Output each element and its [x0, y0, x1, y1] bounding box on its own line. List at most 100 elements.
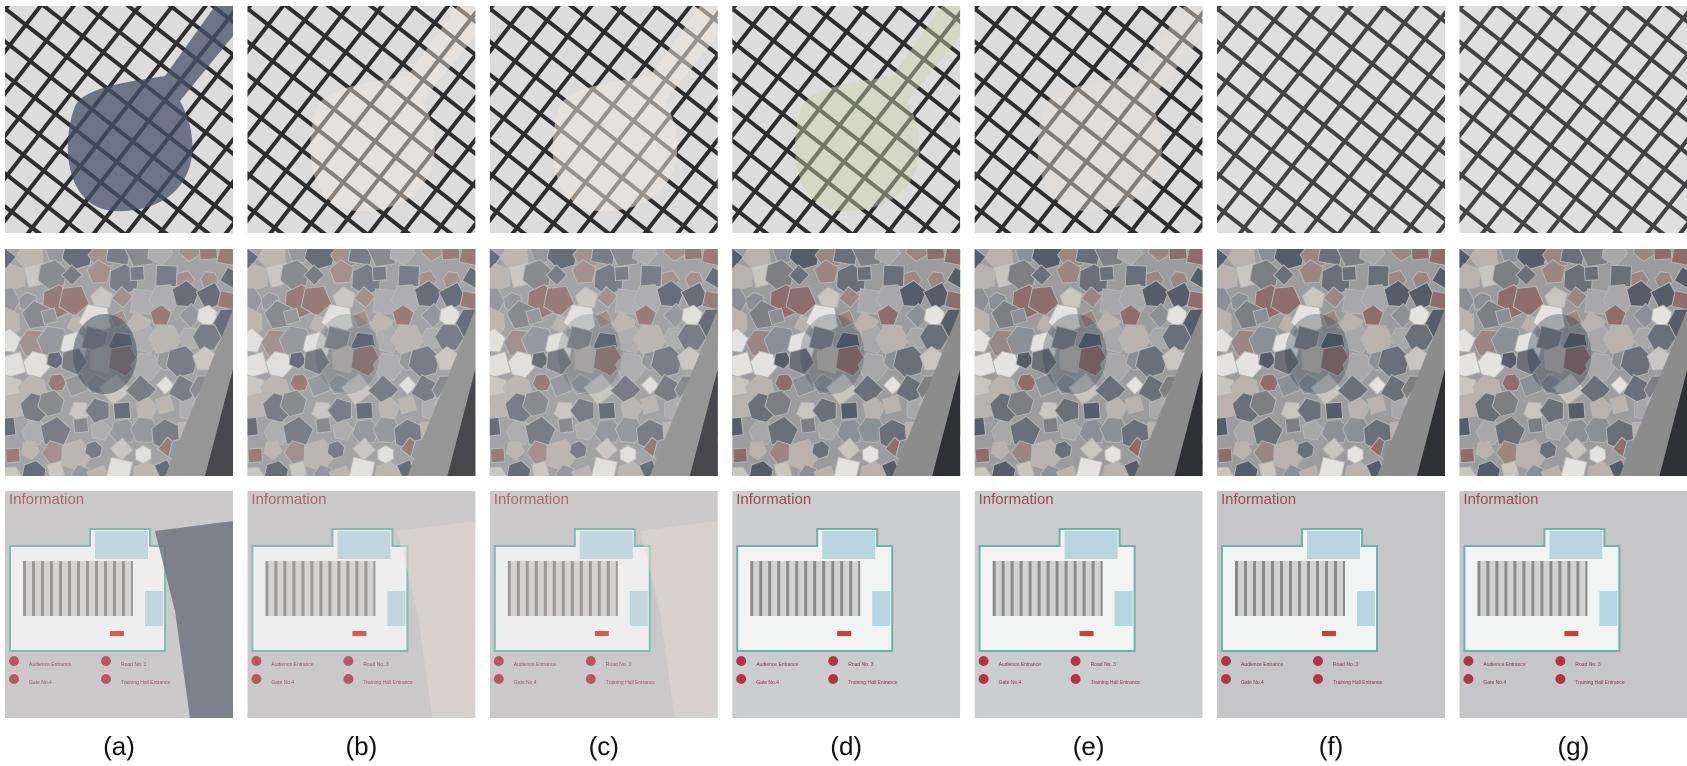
- stone: [1342, 266, 1356, 280]
- map-hall: [1235, 561, 1345, 616]
- map-pool: [822, 531, 875, 559]
- image-panel: [1459, 6, 1687, 233]
- stone: [926, 241, 945, 260]
- stone: [945, 291, 964, 310]
- tint: [247, 491, 475, 718]
- shadow: [800, 314, 864, 394]
- shadow: [1285, 314, 1349, 394]
- image-panel: [233, 236, 490, 490]
- caption: (a): [103, 731, 135, 761]
- stone: [1584, 266, 1598, 280]
- stone: [1528, 418, 1544, 434]
- sign-legend: Road No. 3: [1575, 662, 1601, 668]
- stone: [944, 243, 967, 266]
- legend-icon: [736, 656, 746, 666]
- caption: (c): [589, 731, 619, 761]
- caption: (f): [1319, 731, 1344, 761]
- sign-title: Information: [1221, 491, 1296, 508]
- shadow: [1527, 314, 1591, 394]
- tint: [5, 491, 233, 718]
- stone: [1169, 241, 1188, 260]
- stone: [1325, 402, 1342, 419]
- caption: (d): [830, 731, 862, 761]
- stone: [724, 417, 744, 437]
- blur: [490, 249, 718, 476]
- sign-legend: Audience Entrance: [756, 662, 798, 668]
- image-panel: [476, 236, 733, 490]
- image-panel: [1445, 236, 1687, 490]
- image-panel: [1217, 6, 1445, 233]
- legend-icon: [1313, 674, 1323, 684]
- sign-legend: Training Hall Entrance: [1333, 680, 1383, 686]
- image-panel: InformationAudience EntranceRoad No. 3Ga…: [247, 491, 475, 718]
- map-marker: [1080, 631, 1094, 636]
- stone: [1212, 264, 1238, 291]
- image-panel: InformationAudience EntranceRoad No. 3Ga…: [1459, 491, 1687, 718]
- stone: [1496, 308, 1513, 325]
- legend-icon: [1555, 674, 1565, 684]
- legend-icon: [1221, 656, 1231, 666]
- stone: [1671, 243, 1687, 266]
- legend-icon: [1555, 656, 1565, 666]
- sign-legend: Audience Entrance: [999, 662, 1041, 668]
- stone: [727, 264, 753, 291]
- legend-icon: [979, 674, 989, 684]
- sign-legend: Audience Entrance: [1241, 662, 1283, 668]
- image-panel: [247, 6, 475, 233]
- map-pool: [1357, 591, 1375, 626]
- stone: [1043, 418, 1059, 434]
- stone: [1253, 308, 1270, 325]
- stone: [1672, 291, 1687, 310]
- blur: [5, 249, 233, 476]
- figure: Information Audience Entrance Road No. 3 Ga…: [0, 0, 1687, 766]
- stone: [1125, 265, 1146, 286]
- image-panel: InformationAudience EntranceRoad No. 3Ga…: [490, 491, 718, 718]
- legend-icon: [1463, 656, 1473, 666]
- stone: [1187, 291, 1206, 310]
- legend-icon: [979, 656, 989, 666]
- sign-legend: Road No. 3: [1091, 662, 1117, 668]
- image-panel: [975, 6, 1203, 233]
- stone: [1568, 402, 1585, 419]
- stone: [1368, 395, 1387, 414]
- map-marker: [1564, 631, 1578, 636]
- stone: [1083, 402, 1100, 419]
- shadow: [1043, 314, 1107, 394]
- stone: [1501, 461, 1519, 479]
- stone: [1125, 395, 1144, 414]
- stone: [1429, 243, 1452, 266]
- stone: [1318, 457, 1345, 484]
- sign-title: Information: [979, 491, 1054, 508]
- legend-icon: [1313, 656, 1323, 666]
- sign-legend: Gate No.4: [1241, 680, 1264, 686]
- image-panel: [732, 6, 960, 233]
- legend-icon: [828, 656, 838, 666]
- legend-icon: [1221, 674, 1231, 684]
- stone: [768, 308, 785, 325]
- image-panel: InformationAudience EntranceRoad No. 3Ga…: [1217, 491, 1445, 718]
- sign-title: Information: [736, 491, 811, 508]
- sign-legend: Gate No.4: [756, 680, 779, 686]
- sign-legend: Road No. 3: [848, 662, 874, 668]
- legend-icon: [736, 674, 746, 684]
- stone: [1460, 448, 1475, 463]
- stone: [774, 461, 792, 479]
- sign-title: Information: [1463, 491, 1538, 508]
- stone: [975, 448, 990, 463]
- stone: [841, 402, 858, 419]
- map-pool: [1307, 531, 1360, 559]
- stone: [1411, 241, 1430, 260]
- stone: [1186, 243, 1209, 266]
- map-marker: [837, 631, 851, 636]
- image-panel: [5, 6, 233, 233]
- stone: [857, 266, 871, 280]
- image-panel: Information Audience Entrance Road No. 3 Ga…: [732, 491, 960, 718]
- map-hall: [1477, 561, 1587, 616]
- sign-legend: Gate No.4: [1483, 680, 1506, 686]
- stone: [1610, 395, 1629, 414]
- haze: [1459, 6, 1687, 233]
- stone: [1016, 461, 1034, 479]
- legend-icon: [1071, 674, 1081, 684]
- map-pool: [1065, 531, 1118, 559]
